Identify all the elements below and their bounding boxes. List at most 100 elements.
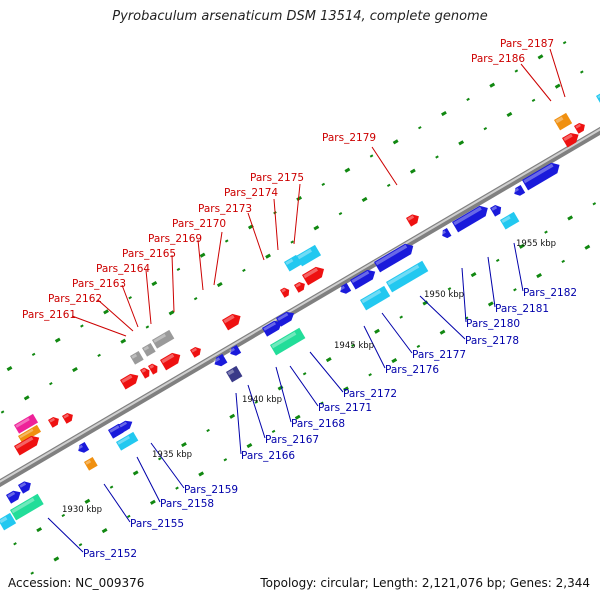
gene-feature[interactable] <box>452 203 491 233</box>
reverse-gene-label[interactable]: Pars_2172 <box>343 388 397 400</box>
gene-feature[interactable] <box>284 254 302 272</box>
label-leader-line <box>309 351 344 393</box>
gene-feature[interactable] <box>14 413 39 434</box>
tick-mark <box>374 328 380 334</box>
gene-labels[interactable]: Pars_2161 Pars_2162 Pars_2163 Pars_2164 Pars… <box>22 38 577 560</box>
gene-feature[interactable] <box>270 327 306 356</box>
gene-feature[interactable] <box>6 488 23 504</box>
gene-feature[interactable] <box>76 441 90 455</box>
gene-feature[interactable] <box>212 353 228 369</box>
gene-feature[interactable] <box>350 267 378 290</box>
reverse-gene-label[interactable]: Pars_2166 <box>241 450 295 462</box>
gene-feature[interactable] <box>0 512 17 531</box>
forward-gene-label[interactable]: Pars_2162 <box>48 293 102 305</box>
tick-mark <box>158 457 162 461</box>
tick-mark <box>487 301 494 307</box>
gene-feature[interactable] <box>522 160 563 191</box>
gene-feature[interactable] <box>222 311 244 331</box>
gene-feature[interactable] <box>14 433 42 456</box>
tick-mark <box>80 324 84 328</box>
forward-gene-label[interactable]: Pars_2173 <box>198 203 252 215</box>
gene-feature[interactable] <box>18 479 33 494</box>
gene-feature[interactable] <box>500 211 520 230</box>
gene-feature[interactable] <box>118 418 135 433</box>
forward-gene-label[interactable]: Pars_2175 <box>250 172 304 184</box>
gene-feature[interactable] <box>596 91 600 103</box>
reverse-gene-label[interactable]: Pars_2177 <box>412 349 466 361</box>
reverse-gene-label[interactable]: Pars_2168 <box>291 418 345 430</box>
label-leader-line <box>121 284 139 328</box>
gene-feature[interactable] <box>294 280 307 293</box>
gene-feature[interactable] <box>386 260 429 293</box>
gene-feature[interactable] <box>10 493 44 521</box>
reverse-gene-label[interactable]: Pars_2171 <box>318 402 372 414</box>
gene-feature[interactable] <box>302 264 327 286</box>
label-leader-line <box>235 392 242 455</box>
reverse-gene-label[interactable]: Pars_2167 <box>265 434 319 446</box>
forward-gene-label[interactable]: Pars_2164 <box>96 263 150 275</box>
gene-feature[interactable] <box>148 362 160 375</box>
reverse-gene-label[interactable]: Pars_2181 <box>495 303 549 315</box>
label-leader-line <box>549 48 566 98</box>
label-leader-line <box>171 254 175 313</box>
forward-gene-label[interactable]: Pars_2174 <box>224 187 278 199</box>
forward-gene-label[interactable]: Pars_2163 <box>72 278 126 290</box>
reverse-gene-label[interactable]: Pars_2152 <box>83 548 137 560</box>
scale-label: 1930 kbp <box>62 505 102 515</box>
reverse-gene-label[interactable]: Pars_2158 <box>160 498 214 510</box>
forward-gene-label[interactable]: Pars_2179 <box>322 132 376 144</box>
gene-feature[interactable] <box>360 285 391 311</box>
gene-feature[interactable] <box>226 365 243 383</box>
gene-feature[interactable] <box>490 203 504 217</box>
forward-gene-label[interactable]: Pars_2186 <box>471 53 525 65</box>
gene-feature[interactable] <box>142 342 156 357</box>
tick-mark <box>325 357 332 363</box>
gene-feature[interactable] <box>280 286 291 298</box>
gene-feature[interactable] <box>48 415 61 428</box>
tick-mark <box>580 70 584 74</box>
genome-summary-text: Topology: circular; Length: 2,121,076 bp… <box>260 576 590 590</box>
gene-feature[interactable] <box>554 112 573 131</box>
forward-gene-label[interactable]: Pars_2187 <box>500 38 554 50</box>
gene-feature[interactable] <box>190 345 203 358</box>
tick-mark <box>489 82 496 88</box>
tick-mark <box>242 268 246 272</box>
gene-feature[interactable] <box>160 350 183 371</box>
gene-feature[interactable] <box>574 121 587 134</box>
gene-feature[interactable] <box>152 329 175 349</box>
gene-feature[interactable] <box>562 130 581 148</box>
gene-feature[interactable] <box>18 424 42 443</box>
tick-mark <box>216 281 223 288</box>
gene-feature[interactable] <box>116 431 139 451</box>
gene-feature[interactable] <box>440 227 452 240</box>
reverse-gene-label[interactable]: Pars_2180 <box>466 318 520 330</box>
gene-feature[interactable] <box>374 241 416 273</box>
forward-gene-label[interactable]: Pars_2169 <box>148 233 202 245</box>
reverse-gene-label[interactable]: Pars_2182 <box>523 287 577 299</box>
gene-feature[interactable] <box>228 344 242 358</box>
gene-feature[interactable] <box>276 309 297 327</box>
forward-gene-label[interactable]: Pars_2170 <box>172 218 226 230</box>
gene-feature[interactable] <box>512 184 526 198</box>
forward-gene-label[interactable]: Pars_2165 <box>122 248 176 260</box>
scale-label: 1945 kbp <box>334 341 374 351</box>
gene-feature[interactable] <box>296 244 322 267</box>
gene-feature[interactable] <box>84 456 98 471</box>
gene-feature[interactable] <box>338 282 352 296</box>
reverse-gene-label[interactable]: Pars_2176 <box>385 364 439 376</box>
gene-feature[interactable] <box>62 411 75 424</box>
gene-feature[interactable] <box>262 318 284 337</box>
gene-feature[interactable] <box>120 371 141 390</box>
reverse-gene-label[interactable]: Pars_2159 <box>184 484 238 496</box>
label-leader-line <box>136 456 161 503</box>
gene-feature[interactable] <box>140 366 152 379</box>
gene-feature[interactable] <box>406 212 421 227</box>
reverse-gene-label[interactable]: Pars_2155 <box>130 518 184 530</box>
gene-feature[interactable] <box>130 350 144 365</box>
tick-mark <box>518 243 525 249</box>
forward-gene-label[interactable]: Pars_2161 <box>22 309 76 321</box>
feature-track[interactable] <box>0 91 600 531</box>
reverse-gene-label[interactable]: Pars_2178 <box>465 335 519 347</box>
tick-mark <box>6 365 13 372</box>
